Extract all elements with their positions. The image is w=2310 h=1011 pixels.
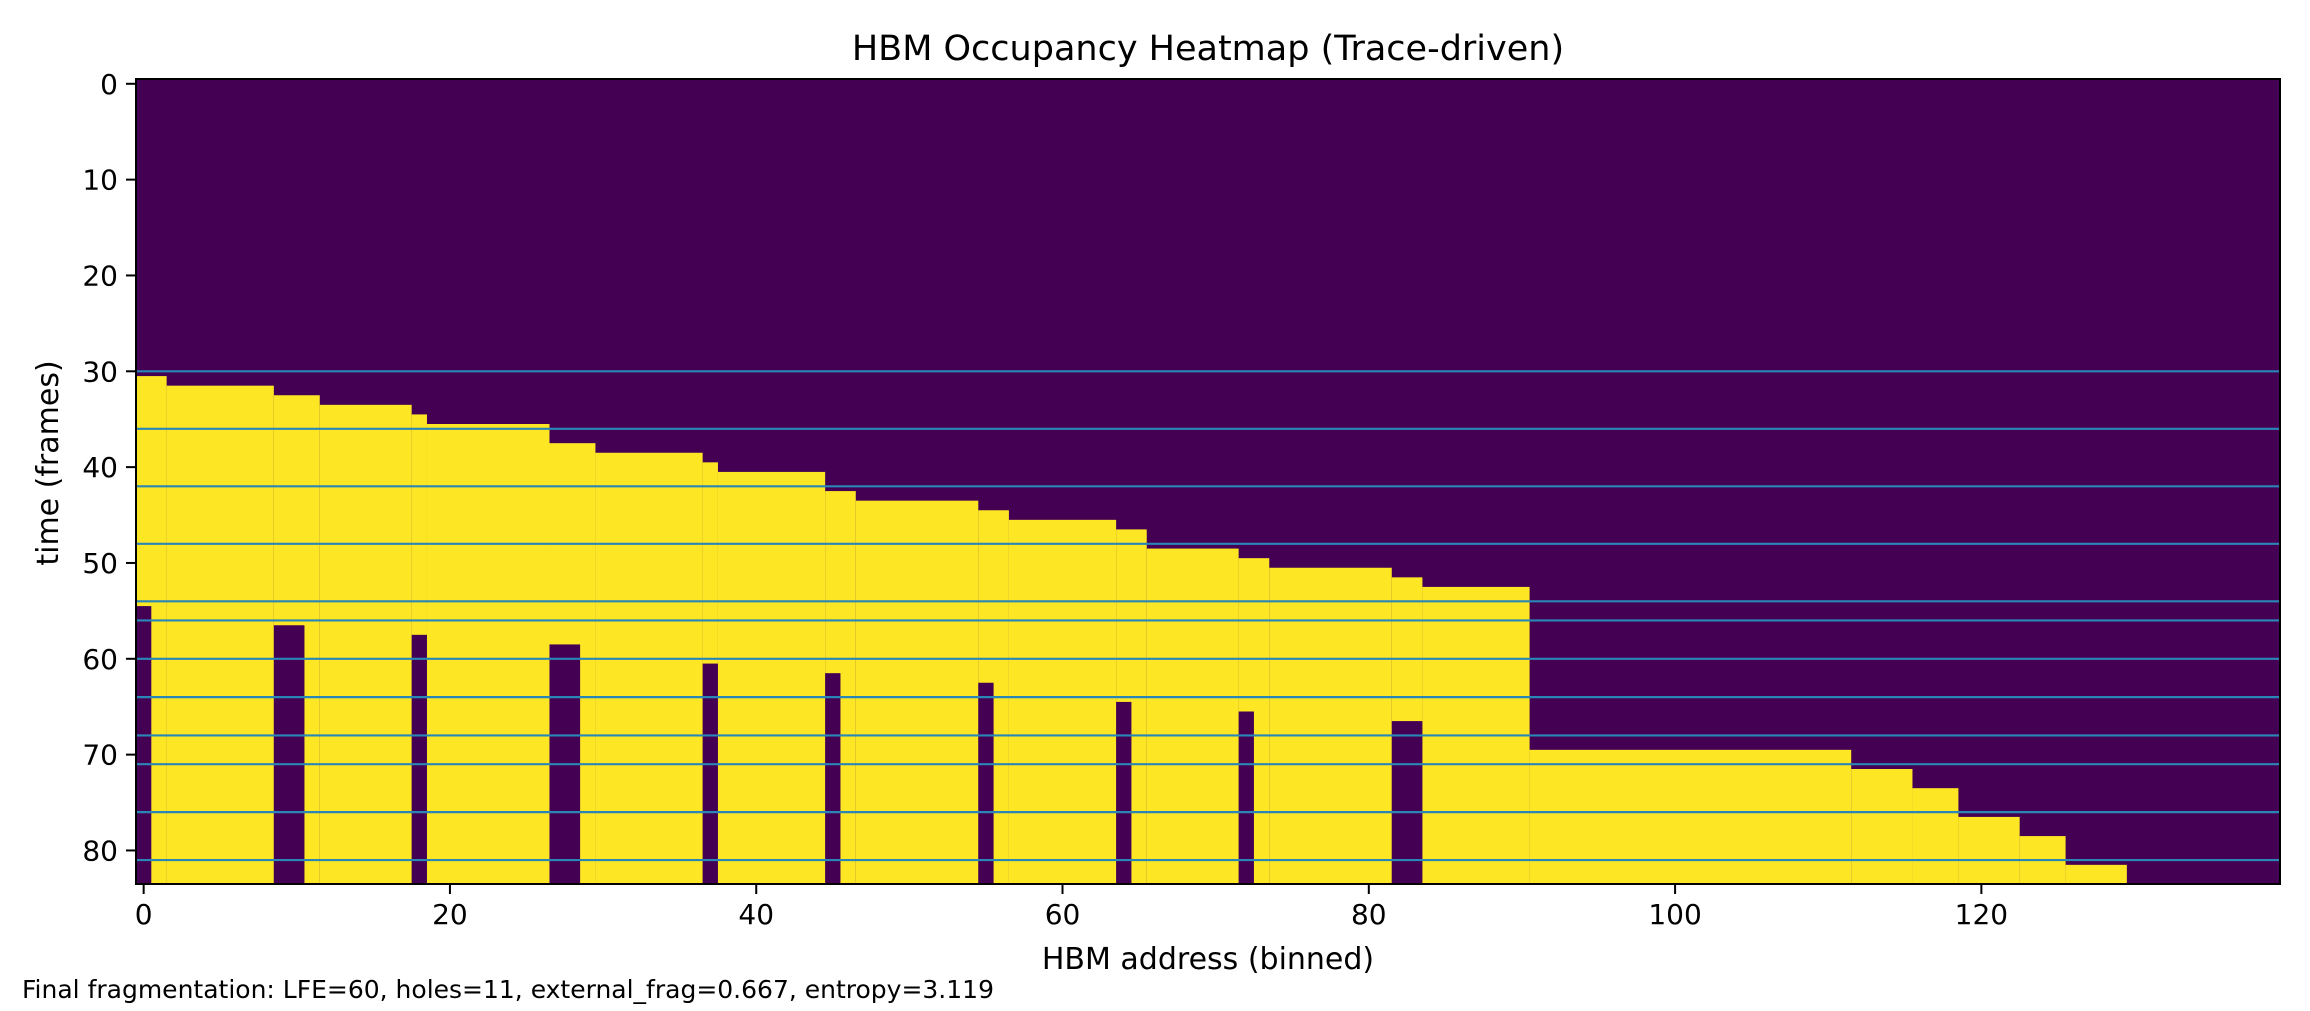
x-tick-label: 120 [1955,898,2008,931]
fragmentation-summary: Final fragmentation: LFE=60, holes=11, e… [22,975,994,1004]
heatmap-occupied-region [166,385,274,884]
x-tick-label: 100 [1648,898,1701,931]
plot-area [136,79,2280,884]
heatmap-occupied-region [717,471,826,884]
y-tick-label: 40 [82,451,118,484]
heatmap-occupied-region [426,424,550,884]
chart-title: HBM Occupancy Heatmap (Trace-driven) [852,29,1564,69]
heatmap-hole [702,663,718,884]
heatmap-occupied-region [319,404,412,884]
heatmap-occupied-region [1146,548,1239,884]
x-tick-label: 0 [135,898,153,931]
y-tick-label: 30 [82,355,118,388]
y-tick-label: 80 [82,834,118,867]
y-tick-label: 50 [82,547,118,580]
heatmap-hole [1116,701,1132,884]
y-tick-label: 70 [82,739,118,772]
y-tick-label: 0 [100,68,118,101]
axes: 0 20 40 60 80 100 120 0 10 20 30 40 50 60 70 80 [82,68,2281,931]
heatmap-occupied-region [1008,519,1117,884]
x-tick-label: 80 [1351,898,1387,931]
heatmap-hole [411,634,427,884]
heatmap-hole [273,625,305,884]
heatmap-occupied-region [595,452,703,884]
heatmap-hole [136,606,152,884]
plot-frame [135,78,2281,885]
heatmap-hole [1391,721,1423,884]
heatmap-occupied-region [1851,769,1913,884]
heatmap-occupied-region [1912,788,1959,884]
y-tick-label: 20 [82,259,118,292]
heatmap-occupied-region [1958,816,2020,884]
heatmap-occupied-region [855,500,979,884]
x-tick-label: 20 [432,898,468,931]
y-tick-label: 60 [82,643,118,676]
heatmap-occupied-region [2065,864,2127,884]
x-axis-label: HBM address (binned) [1042,942,1374,977]
heatmap-occupied-region [1529,749,1852,884]
heatmap-hole [825,673,841,884]
y-tick-label: 10 [82,164,118,197]
x-tick-label: 60 [1045,898,1081,931]
heatmap-hole [978,682,994,884]
y-axis-label: time (frames) [31,360,66,565]
heatmap-occupied-region [1269,567,1392,884]
x-tick-label: 40 [738,898,774,931]
heatmap-hole [1238,711,1254,884]
